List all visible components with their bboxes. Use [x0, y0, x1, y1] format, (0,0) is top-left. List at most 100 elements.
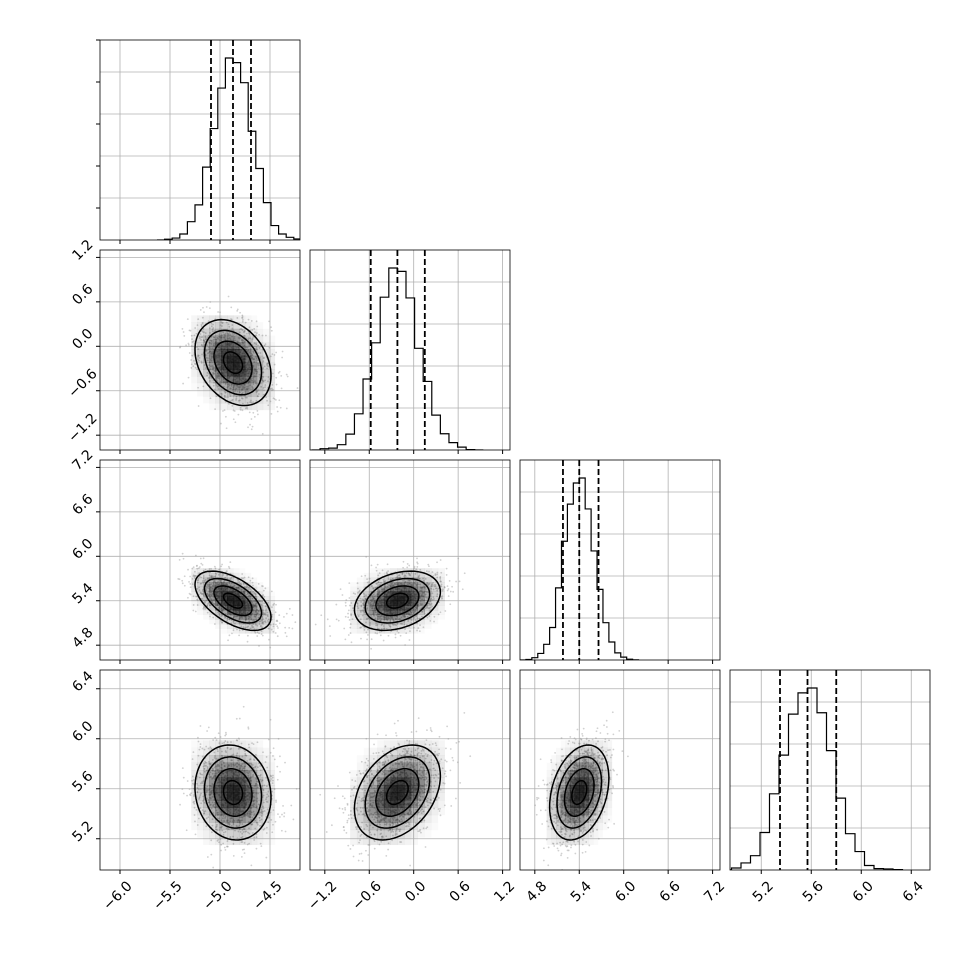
- density-cell: [377, 596, 385, 602]
- density-cell: [215, 322, 222, 330]
- scatter-point: [419, 586, 422, 589]
- scatter-point: [399, 618, 402, 621]
- scatter-point: [209, 586, 212, 589]
- scatter-point: [258, 620, 261, 623]
- scatter-point: [239, 328, 242, 331]
- scatter-point: [209, 591, 212, 594]
- scatter-point: [254, 380, 257, 383]
- scatter-point: [201, 592, 204, 595]
- scatter-point: [421, 610, 424, 613]
- scatter-point: [210, 351, 213, 354]
- scatter-point: [373, 610, 375, 612]
- scatter-point: [432, 588, 435, 591]
- density-cell: [390, 624, 398, 629]
- scatter-point: [242, 583, 245, 585]
- scatter-point: [240, 389, 243, 392]
- scatter-point: [408, 613, 411, 615]
- scatter-point: [237, 580, 239, 582]
- density-cell: [221, 382, 228, 390]
- scatter-point: [257, 609, 260, 612]
- scatter-point: [397, 584, 400, 586]
- scatter-point: [385, 618, 387, 621]
- scatter-point: [374, 609, 377, 612]
- scatter-point: [250, 823, 252, 826]
- scatter-point: [399, 576, 402, 579]
- scatter-point: [371, 585, 374, 587]
- scatter-point: [247, 618, 250, 620]
- scatter-point: [434, 584, 437, 586]
- density-cell: [233, 362, 240, 370]
- density-cell: [233, 403, 240, 411]
- density-cell: [397, 577, 405, 583]
- scatter-point: [206, 592, 209, 595]
- scatter-point: [273, 354, 276, 356]
- density-cell: [191, 355, 198, 363]
- scatter-point: [252, 606, 255, 608]
- scatter-point: [211, 589, 214, 592]
- density-cell: [417, 591, 425, 597]
- scatter-point: [261, 621, 264, 624]
- scatter-point: [205, 306, 208, 308]
- density-cell: [363, 586, 371, 592]
- scatter-point: [430, 587, 433, 590]
- scatter-point: [252, 387, 254, 390]
- scatter-point: [226, 332, 229, 335]
- density-cell: [250, 403, 258, 411]
- scatter-point: [344, 604, 347, 607]
- scatter-point: [273, 363, 276, 366]
- scatter-point: [202, 557, 205, 560]
- scatter-point: [352, 592, 355, 595]
- scatter-point: [201, 331, 204, 333]
- scatter-point: [360, 604, 363, 607]
- density-cell: [233, 628, 240, 634]
- scatter-point: [202, 385, 205, 388]
- scatter-point: [242, 626, 245, 628]
- scatter-point: [222, 380, 225, 383]
- scatter-point: [256, 613, 259, 615]
- scatter-point: [235, 587, 238, 590]
- density-cell: [397, 628, 405, 634]
- scatter-point: [244, 346, 247, 349]
- scatter-point: [222, 583, 224, 586]
- scatter-point: [238, 391, 241, 394]
- scatter-point: [421, 610, 423, 613]
- density-cell: [203, 389, 210, 397]
- scatter-point: [227, 323, 230, 326]
- scatter-point: [244, 321, 247, 324]
- scatter-point: [271, 606, 273, 609]
- scatter-point: [248, 758, 251, 761]
- scatter-point: [209, 339, 212, 342]
- scatter-point: [268, 378, 271, 380]
- scatter-point: [414, 582, 417, 585]
- scatter-point: [199, 309, 202, 311]
- scatter-point: [259, 599, 261, 602]
- scatter-point: [234, 615, 237, 618]
- scatter-point: [207, 320, 210, 323]
- scatter-point: [195, 565, 198, 567]
- scatter-point: [239, 386, 241, 389]
- scatter-point: [388, 584, 390, 587]
- scatter-point: [405, 612, 408, 615]
- scatter-point: [246, 588, 249, 591]
- scatter-point: [236, 340, 239, 343]
- scatter-point: [245, 388, 248, 390]
- density-cell: [221, 582, 228, 588]
- scatter-point: [391, 617, 394, 620]
- scatter-point: [424, 590, 426, 593]
- scatter-point: [254, 604, 256, 607]
- scatter-point: [218, 608, 221, 611]
- density-cell: [404, 582, 412, 588]
- scatter-point: [182, 382, 185, 385]
- density-cell: [268, 389, 276, 397]
- scatter-point: [248, 332, 250, 335]
- scatter-point: [204, 608, 206, 610]
- scatter-point: [251, 338, 254, 341]
- scatter-point: [232, 835, 234, 838]
- scatter-point: [210, 598, 212, 601]
- density-cell: [417, 596, 425, 602]
- density-cell: [191, 376, 197, 383]
- scatter-point: [251, 338, 254, 340]
- scatter-point: [227, 611, 230, 614]
- scatter-point: [210, 567, 212, 570]
- panel-2-1: [309, 459, 511, 664]
